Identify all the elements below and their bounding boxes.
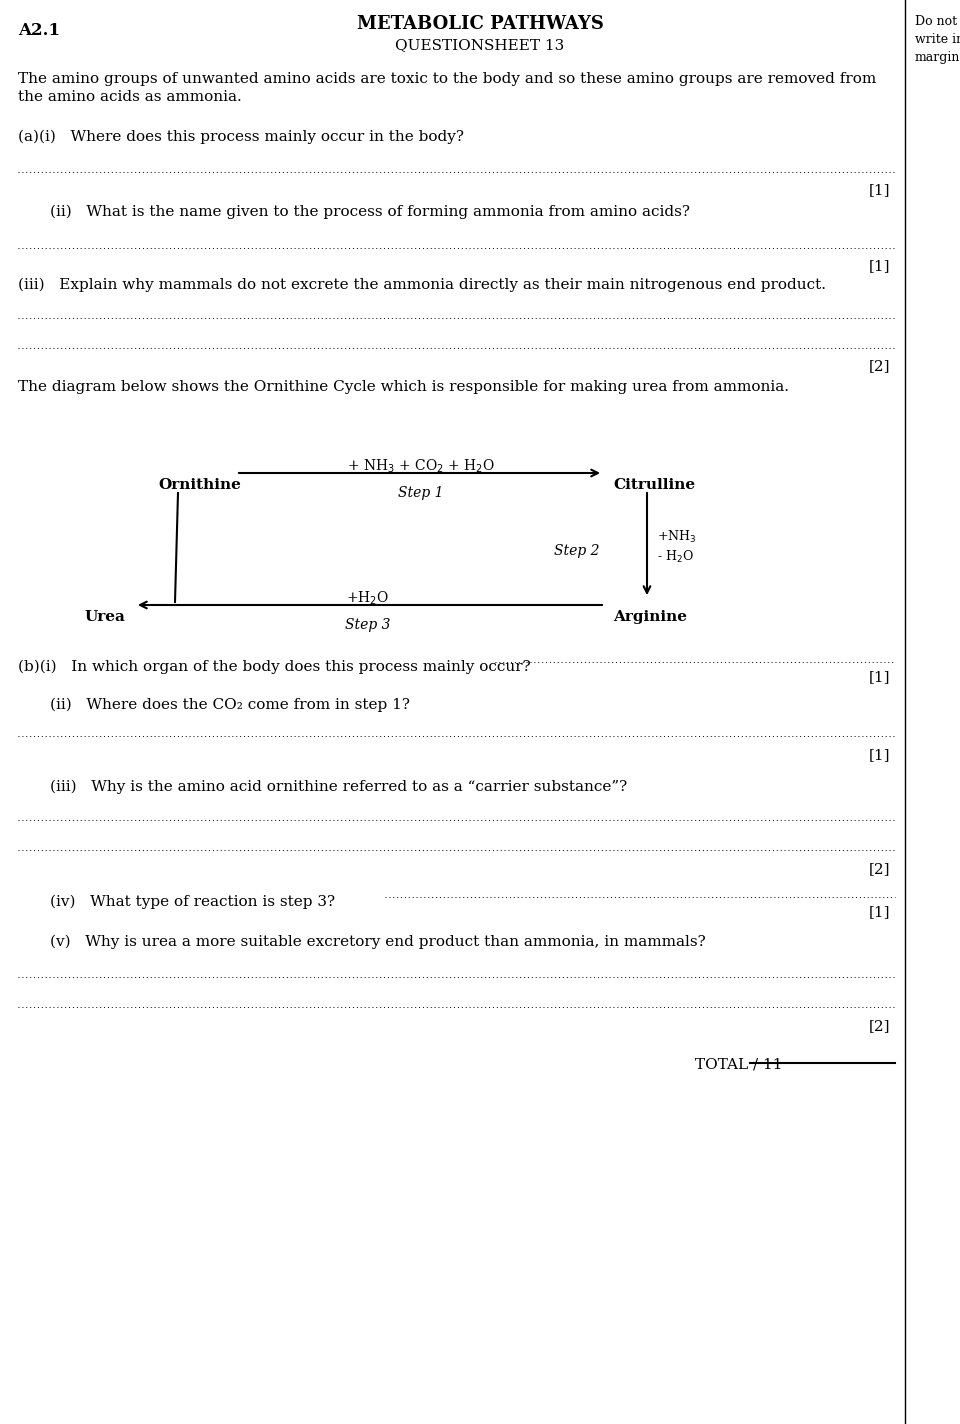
Text: [1]: [1]: [869, 671, 890, 684]
Text: Citrulline: Citrulline: [613, 478, 695, 493]
Text: (iii)   Why is the amino acid ornithine referred to as a “carrier substance”?: (iii) Why is the amino acid ornithine re…: [50, 780, 627, 795]
Text: (v)   Why is urea a more suitable excretory end product than ammonia, in mammals: (v) Why is urea a more suitable excretor…: [50, 936, 706, 950]
Text: +H$_2$O: +H$_2$O: [346, 590, 389, 608]
Text: Ornithine: Ornithine: [158, 478, 241, 493]
Text: + NH$_3$ + CO$_2$ + H$_2$O: + NH$_3$ + CO$_2$ + H$_2$O: [347, 459, 494, 476]
Text: A2.1: A2.1: [18, 21, 60, 38]
Text: Urea: Urea: [84, 609, 125, 624]
Text: (a)(i)   Where does this process mainly occur in the body?: (a)(i) Where does this process mainly oc…: [18, 130, 464, 144]
Text: Do not
write in
margin: Do not write in margin: [915, 16, 960, 64]
Text: [2]: [2]: [869, 1020, 890, 1032]
Text: [1]: [1]: [869, 748, 890, 762]
Text: (iv)   What type of reaction is step 3?: (iv) What type of reaction is step 3?: [50, 896, 335, 910]
Text: (ii)   What is the name given to the process of forming ammonia from amino acids: (ii) What is the name given to the proce…: [50, 205, 690, 219]
Text: [2]: [2]: [869, 359, 890, 373]
Text: (b)(i)   In which organ of the body does this process mainly occur?: (b)(i) In which organ of the body does t…: [18, 659, 531, 675]
Text: Step 2: Step 2: [555, 544, 600, 558]
Text: [1]: [1]: [869, 259, 890, 273]
Text: (ii)   Where does the CO₂ come from in step 1?: (ii) Where does the CO₂ come from in ste…: [50, 698, 410, 712]
Text: The diagram below shows the Ornithine Cycle which is responsible for making urea: The diagram below shows the Ornithine Cy…: [18, 380, 789, 394]
Text: [2]: [2]: [869, 862, 890, 876]
Text: (iii)   Explain why mammals do not excrete the ammonia directly as their main ni: (iii) Explain why mammals do not excrete…: [18, 278, 826, 292]
Text: [1]: [1]: [869, 184, 890, 197]
Text: METABOLIC PATHWAYS: METABOLIC PATHWAYS: [356, 16, 604, 33]
Text: Step 1: Step 1: [397, 486, 444, 500]
Text: [1]: [1]: [869, 906, 890, 918]
Text: - H$_2$O: - H$_2$O: [657, 550, 694, 565]
Text: The amino groups of unwanted amino acids are toxic to the body and so these amin: The amino groups of unwanted amino acids…: [18, 73, 876, 85]
Text: +NH$_3$: +NH$_3$: [657, 528, 696, 545]
Text: Arginine: Arginine: [613, 609, 687, 624]
Text: the amino acids as ammonia.: the amino acids as ammonia.: [18, 90, 242, 104]
Text: TOTAL / 11: TOTAL / 11: [695, 1058, 782, 1072]
Text: QUESTIONSHEET 13: QUESTIONSHEET 13: [396, 38, 564, 53]
Text: Step 3: Step 3: [345, 618, 391, 632]
